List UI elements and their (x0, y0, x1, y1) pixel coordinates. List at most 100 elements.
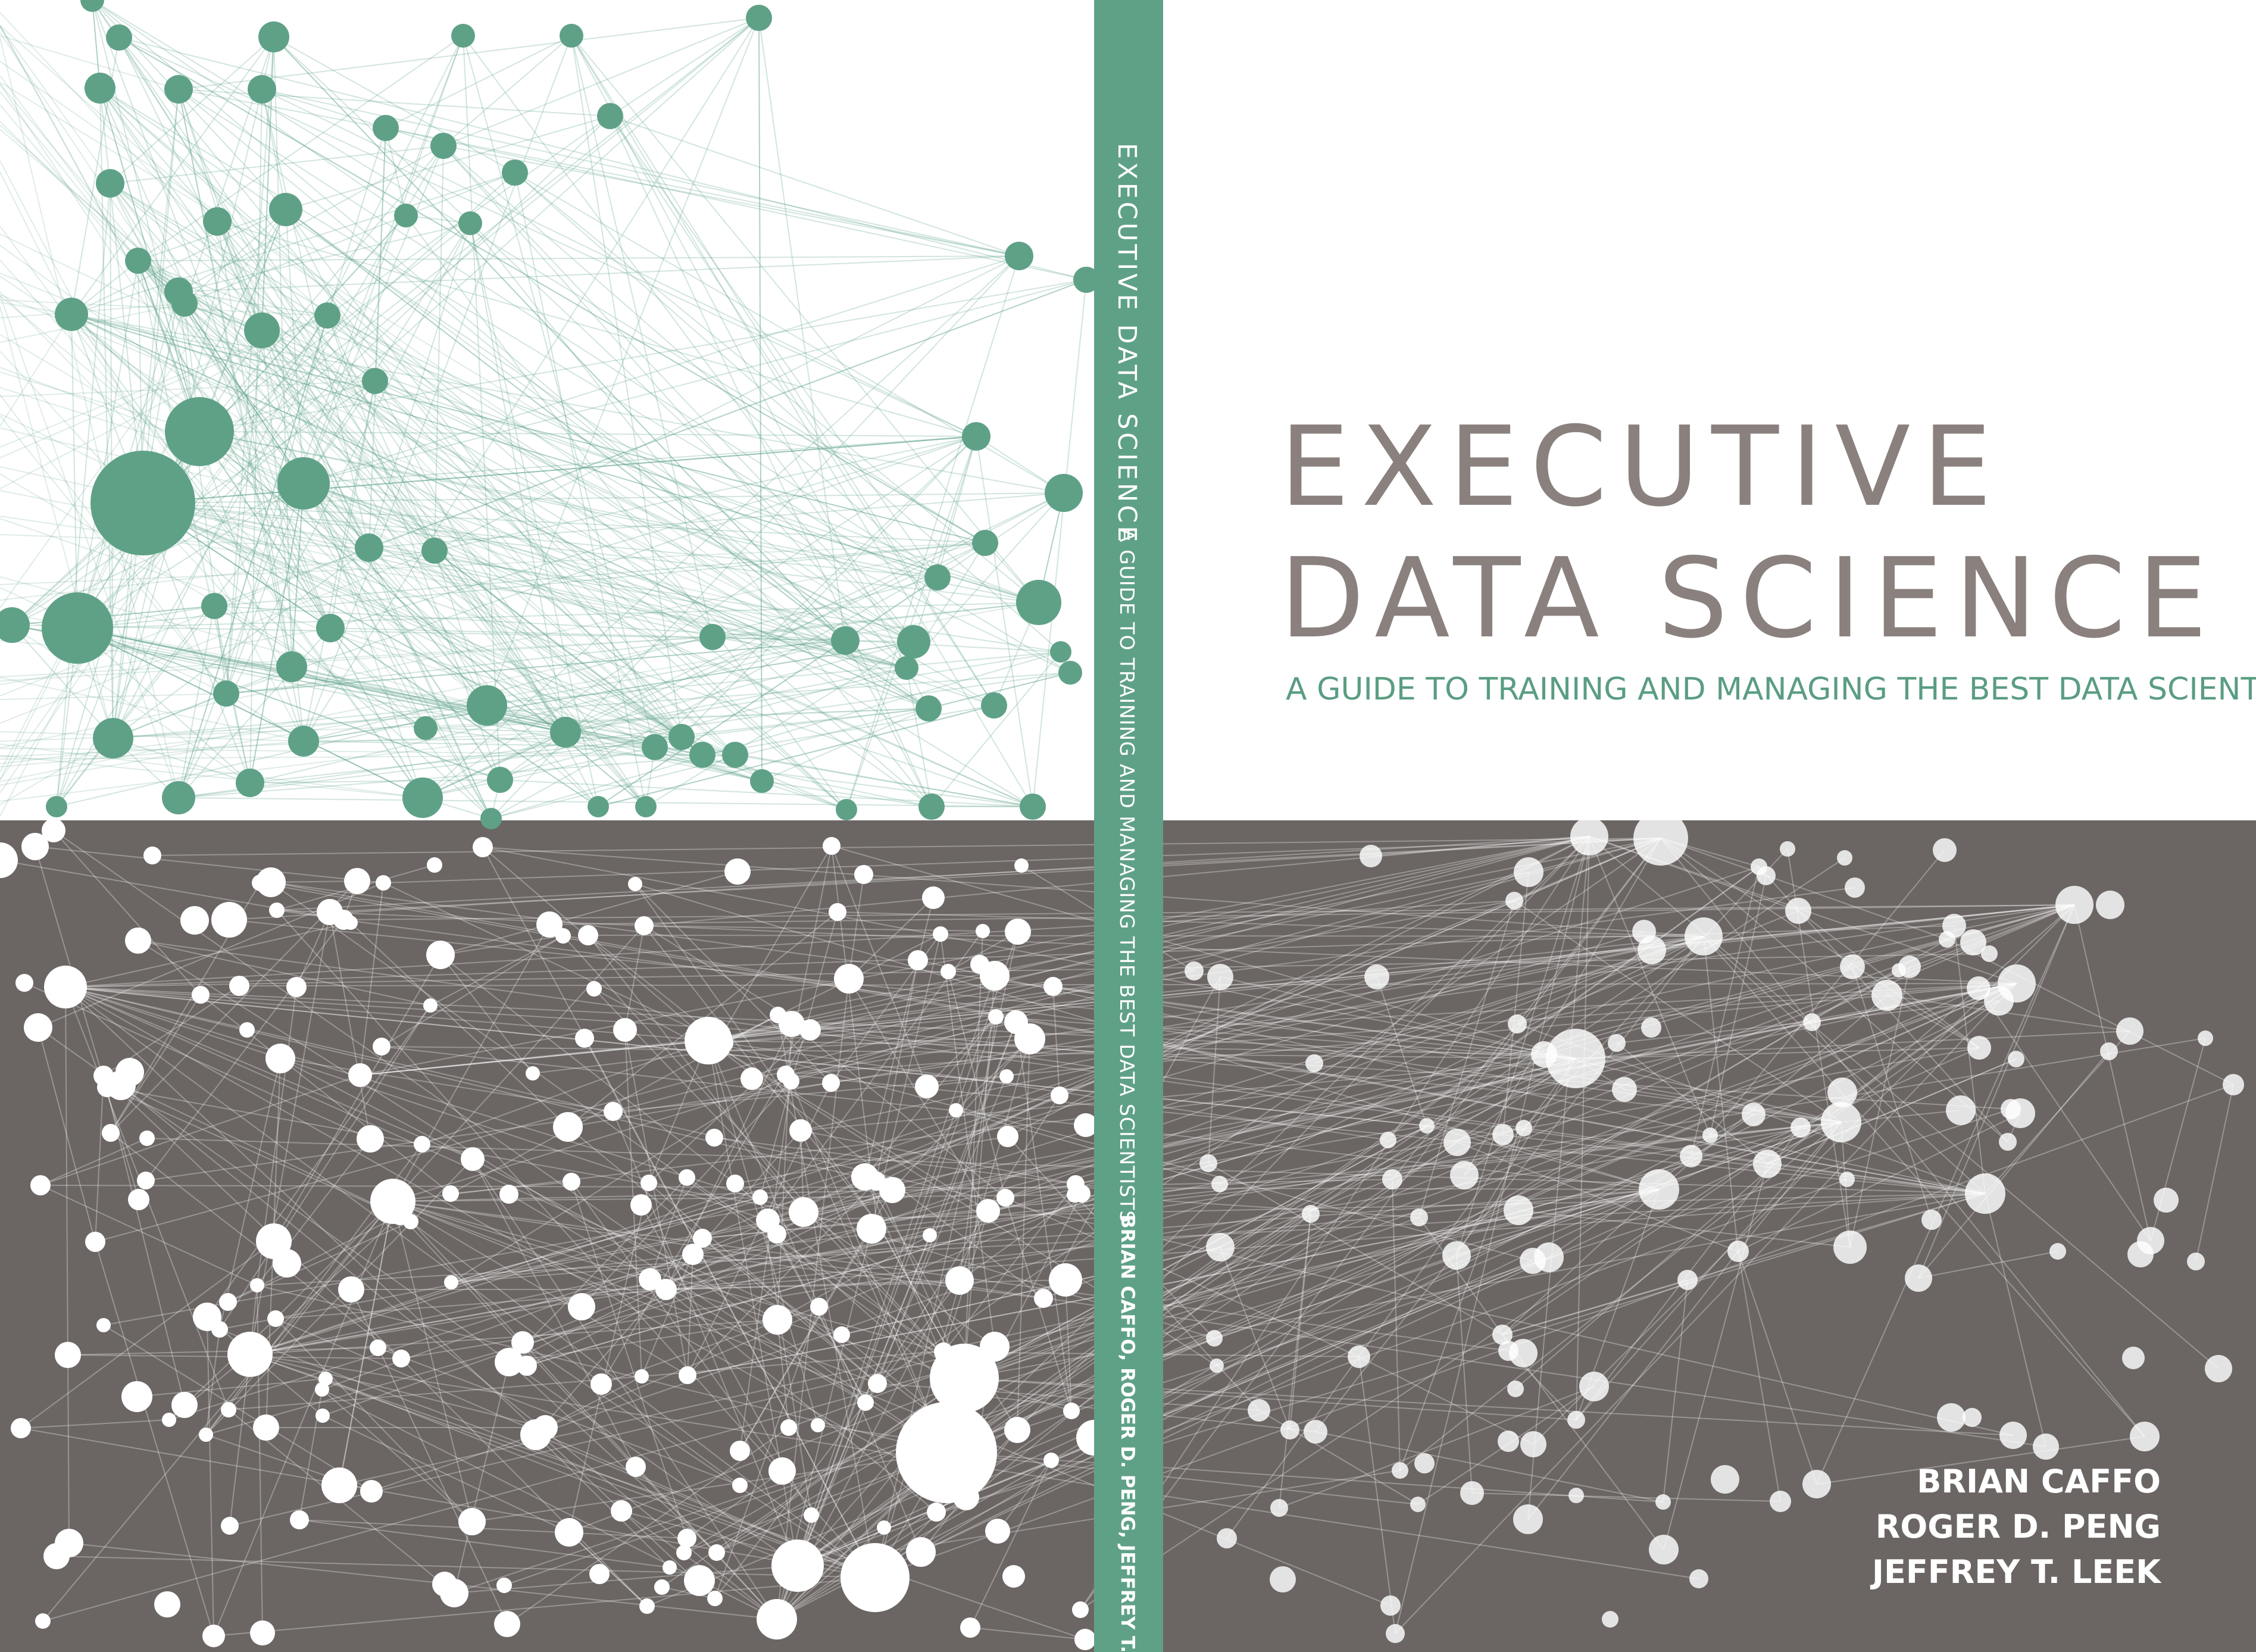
network-node (568, 1293, 595, 1320)
network-edge (226, 640, 846, 694)
network-edge (303, 17, 760, 742)
network-edge (776, 1527, 885, 1620)
network-edge (571, 35, 995, 706)
network-edge (482, 847, 876, 1578)
network-edge (797, 1257, 1549, 1566)
network-edge (35, 846, 384, 883)
network-node (162, 781, 195, 814)
network-edge (711, 983, 2017, 1053)
network-node (250, 1278, 264, 1292)
network-edge (138, 260, 646, 807)
network-edge (976, 436, 1033, 807)
network-edge (0, 534, 370, 548)
network-edge (199, 223, 471, 432)
network-edge (1052, 986, 1060, 1096)
network-node (1570, 817, 1608, 855)
network-node (1946, 1095, 1976, 1125)
network-edge (1418, 1217, 1503, 1335)
network-node (164, 75, 193, 104)
network-edge (374, 380, 914, 642)
network-edge (1886, 995, 1980, 1048)
network-node (770, 1007, 786, 1023)
network-edge (928, 672, 1071, 709)
network-node (2154, 1188, 2179, 1213)
network-edge (368, 127, 386, 548)
network-node (1999, 1133, 2017, 1151)
network-edge (410, 1221, 876, 1578)
network-node (236, 769, 264, 797)
network-node (1443, 1129, 1471, 1156)
network-edge (0, 367, 304, 484)
network-edge (138, 209, 286, 261)
network-edge (714, 1306, 820, 1599)
network-edge (20, 1241, 274, 1429)
network-node (1680, 1145, 1702, 1167)
network-edge (0, 129, 763, 782)
network-edge (110, 36, 274, 184)
network-edge (1918, 1251, 2058, 1279)
network-edge (1660, 838, 2008, 1142)
network-node (1711, 1465, 1739, 1494)
network-edge (0, 299, 328, 316)
network-edge (702, 1210, 989, 1239)
network-node (777, 1066, 795, 1083)
network-node (1803, 1013, 1821, 1031)
network-edge (791, 1023, 1006, 1198)
network-edge (425, 708, 929, 729)
network-edge (797, 931, 1018, 1566)
network-edge (327, 315, 435, 551)
network-node (1045, 474, 1083, 512)
network-edge (77, 627, 423, 798)
network-edge (454, 1361, 510, 1594)
network-edge (1502, 1334, 1664, 1550)
network-edge (767, 930, 983, 1221)
network-edge (1767, 1058, 2017, 1164)
network-edge (71, 209, 286, 315)
network-edge (339, 1201, 393, 1486)
network-node (823, 837, 840, 855)
network-edge (213, 1201, 393, 1637)
network-edge (955, 1110, 1220, 1185)
network-edge (71, 36, 274, 315)
network-edge (421, 1040, 709, 1145)
network-edge (1315, 1431, 1664, 1503)
network-node (1939, 931, 1955, 948)
network-edge (610, 115, 1020, 257)
network-edge (360, 882, 384, 1076)
network-node (430, 133, 457, 159)
network-edge (926, 1016, 996, 1087)
network-node (106, 1070, 136, 1100)
network-edge (142, 89, 179, 504)
network-node (930, 1344, 999, 1413)
network-edge (377, 1347, 740, 1486)
network-edge (110, 1132, 402, 1359)
network-edge (0, 315, 328, 794)
network-node (1051, 1086, 1068, 1104)
network-node (480, 808, 502, 829)
network-edge (217, 221, 488, 706)
network-edge (20, 1428, 876, 1578)
network-edge (571, 35, 713, 638)
network-node (1632, 920, 1656, 944)
network-node (1967, 1036, 1991, 1060)
network-edge (0, 303, 185, 318)
network-edge (751, 1022, 1017, 1079)
network-edge (207, 1316, 214, 1637)
network-node (286, 977, 307, 997)
network-edge (716, 1378, 965, 1553)
network-edge (0, 732, 566, 757)
network-edge (610, 115, 938, 578)
network-edge (593, 988, 965, 1379)
network-edge (0, 617, 251, 783)
network-edge (490, 672, 1071, 819)
network-edge (0, 25, 328, 316)
network-edge (142, 502, 492, 819)
network-node (1655, 1494, 1671, 1510)
network-edge (178, 127, 386, 798)
network-node (1639, 1169, 1679, 1210)
network-edge (184, 303, 703, 755)
network-node (494, 1611, 520, 1637)
network-edge (0, 705, 488, 764)
network-node (1871, 980, 1902, 1011)
network-edge (214, 605, 426, 729)
